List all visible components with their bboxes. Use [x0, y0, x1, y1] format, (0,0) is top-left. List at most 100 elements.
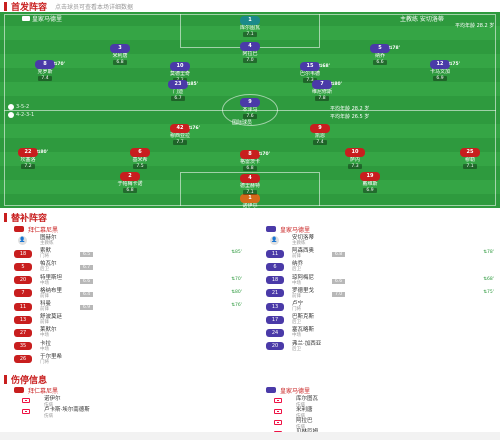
sub-player-name: 琼阿梅尼: [292, 274, 315, 281]
sub-player-row[interactable]: 5 帕瓦尔 后卫 6.7: [0, 260, 248, 273]
sub-player-name: 莱默尔: [40, 327, 57, 334]
injury-row[interactable]: 诺伊尔 伤病: [0, 395, 248, 408]
injury-row[interactable]: 阿拉巴 伤病: [252, 417, 500, 430]
player-rating: 6.8: [243, 166, 257, 171]
injury-row[interactable]: 米利唐 伤病: [252, 406, 500, 419]
coach-avatar-icon: 👤: [18, 236, 27, 246]
away-player[interactable]: 8 ⇅70' 克罗斯 7.4: [23, 60, 67, 81]
sub-player-row[interactable]: 24 塞瓦略斯 中场: [252, 326, 500, 339]
jersey-icon: 12 ⇅75': [430, 60, 460, 69]
sub-player-position: 中场: [40, 333, 49, 339]
injury-row[interactable]: 卢卡斯·埃尔南德斯 伤病: [0, 406, 248, 419]
player-rating: 7.1: [463, 164, 477, 169]
jersey-icon: 4: [240, 174, 260, 183]
jersey-icon: 10: [170, 62, 190, 71]
jersey-icon: 2: [120, 172, 140, 181]
sub-player-row[interactable]: 17 巴斯克斯 后卫: [252, 313, 500, 326]
sub-minute: ⇅70': [258, 152, 270, 157]
jersey-number: 5: [14, 262, 32, 271]
sub-player-name: 格纳布里: [40, 287, 63, 294]
subs-header: 替补阵容: [0, 211, 500, 224]
sub-player-row[interactable]: 26 于尔里希 门将: [0, 353, 248, 366]
injured-player-name: 米利唐: [296, 406, 313, 413]
injured-player-name: 阿拉巴: [296, 417, 313, 424]
injury-icon: [274, 420, 282, 425]
home-player[interactable]: 9 凯恩 7.4: [298, 124, 342, 145]
jersey-icon: 15 ⇅68': [300, 62, 330, 71]
home-player[interactable]: 8 ⇅70' 格雷茨卡 6.8: [228, 150, 272, 171]
player-rating: 7.4: [313, 140, 327, 145]
sub-player-row[interactable]: 👤 图赫尔 主教练: [0, 234, 248, 247]
sub-player-row[interactable]: 13 卢宁 门将: [252, 300, 500, 313]
home-player[interactable]: 2 于帕梅卡诺 6.8: [108, 172, 152, 193]
jersey-number: 13: [14, 315, 32, 324]
sub-player-name: 帕瓦尔: [40, 261, 57, 268]
away-player[interactable]: 12 ⇅75' 卡马文加 6.9: [418, 60, 462, 81]
home-player[interactable]: 22 ⇅80' 坎塞洛 7.2: [6, 148, 50, 169]
sub-on-minute: ⇅76': [231, 302, 242, 308]
sub-player-name: 图赫尔: [40, 235, 57, 242]
sub-player-row[interactable]: 6 纳乔 后卫: [252, 260, 500, 273]
sub-player-row[interactable]: 18 琼阿梅尼 中场 6.6 ⇅68': [252, 274, 500, 287]
sub-minute: ⇅76': [188, 126, 200, 131]
jersey-icon: 42 ⇅76': [170, 124, 200, 133]
sub-player-row[interactable]: 27 莱默尔 中场: [0, 326, 248, 339]
player-rating: 7.5: [133, 164, 147, 169]
home-player[interactable]: 19 戴维斯 6.9: [348, 172, 392, 193]
sub-player-row[interactable]: 👤 安切洛蒂 主教练: [252, 234, 500, 247]
center-label: 国际球员: [232, 120, 253, 126]
subs-away-team: 皇家马德里: [252, 224, 500, 234]
sub-player-position: 主教练: [40, 241, 54, 247]
jersey-number: 11: [14, 302, 32, 311]
away-player[interactable]: 15 ⇅68' 巴尔韦德 7.3: [288, 62, 332, 83]
injury-row[interactable]: 库尔图瓦 伤病: [252, 395, 500, 408]
center-circle: [222, 94, 278, 126]
sub-player-row[interactable]: 11 阿森西奥 前锋 6.8 ⇅78': [252, 247, 500, 260]
home-player[interactable]: 1诺伊尔7.0: [228, 194, 272, 208]
sub-player-row[interactable]: 7 格纳布里 前锋 6.4 ⇅80': [0, 287, 248, 300]
sub-player-position: 前锋: [292, 254, 301, 260]
away-player[interactable]: 23 ⇅85' 门迪 6.7: [156, 80, 200, 101]
away-crest-dot-icon: [8, 104, 14, 110]
sub-player-name: 塞瓦略斯: [292, 327, 315, 334]
sub-player-name: 索默: [40, 248, 52, 255]
home-crest-icon: [14, 387, 24, 393]
away-player[interactable]: 9 本泽马 7.6: [228, 98, 272, 119]
player-rating: 6.7: [171, 96, 185, 101]
sub-player-name: 罗德里戈: [292, 287, 315, 294]
away-player[interactable]: 5 ⇅78' 纳乔 6.6: [358, 44, 402, 65]
sub-minute: ⇅80': [36, 150, 48, 155]
injury-status: 伤病: [296, 424, 305, 430]
away-player[interactable]: 3 米利唐 6.8: [98, 44, 142, 65]
injuries-home-team: 拜仁慕尼黑: [0, 385, 248, 395]
home-player[interactable]: 42 ⇅76' 穆西亚拉 7.7: [158, 124, 202, 145]
sub-player-name: 于尔里希: [40, 353, 63, 360]
player-name: 萨内: [349, 157, 360, 163]
home-player[interactable]: 4 德里赫特 7.1: [228, 174, 272, 195]
player-name: 基米希: [132, 157, 148, 163]
subs-away-column: 皇家马德里 👤 安切洛蒂 主教练 11 阿森西奥 前锋 6.8 ⇅78' 6 纳乔 后卫 18 琼阿梅尼…: [252, 224, 500, 353]
away-crest-icon: [266, 226, 276, 232]
jersey-number: 18: [14, 249, 32, 258]
player-rating: 7.2: [21, 164, 35, 169]
away-team-label[interactable]: 皇家马德里: [22, 14, 62, 23]
away-player[interactable]: 4 阿拉巴 7.0: [228, 42, 272, 63]
sub-player-row[interactable]: 21 罗德里戈 前锋 7.0 ⇅75': [252, 287, 500, 300]
lineup-tip: 点击球员可查看本场详细数据: [55, 3, 134, 11]
injury-icon: [22, 398, 30, 403]
away-player[interactable]: 1 库尔图瓦 7.1: [228, 16, 272, 37]
sub-on-minute: ⇅75': [483, 289, 494, 295]
sub-player-row[interactable]: 20 弗兰·加西亚 后卫: [252, 340, 500, 353]
injury-status: 伤病: [44, 413, 53, 419]
sub-player-row[interactable]: 18 索默 门将 6.5 ⇅85': [0, 247, 248, 260]
away-player[interactable]: 7 ⇅80' 维尼修斯 7.8: [300, 80, 344, 101]
jersey-icon: 10: [345, 148, 365, 157]
sub-player-row[interactable]: 20 特里斯坦 中场 6.6 ⇅70': [0, 274, 248, 287]
sub-player-row[interactable]: 11 科曼 前锋 6.9 ⇅76': [0, 300, 248, 313]
home-player[interactable]: 6 基米希 7.5: [118, 148, 162, 169]
jersey-icon: 9: [240, 98, 260, 107]
home-player[interactable]: 10 萨内 7.3: [333, 148, 377, 169]
sub-player-row[interactable]: 13 舒波莫廷 前锋: [0, 313, 248, 326]
home-player[interactable]: 25 穆勒 7.1: [448, 148, 492, 169]
sub-player-row[interactable]: 35 卡拉 中场: [0, 340, 248, 353]
